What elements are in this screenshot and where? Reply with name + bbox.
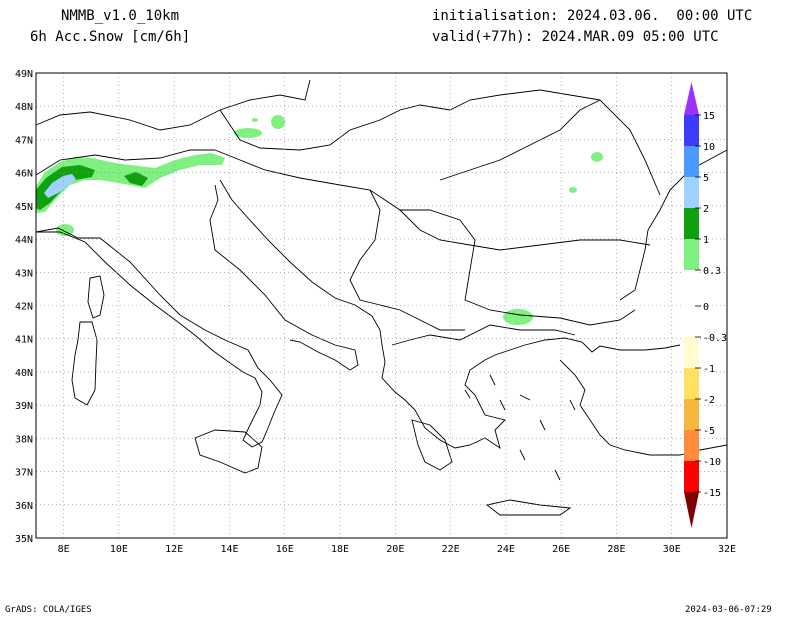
lat-tick-labels: 49N 48N 47N 46N 45N 44N 43N 42N 41N 40N 39N 38N 37N 3… [15,69,33,545]
legend-label-0: 15 [703,111,715,122]
lon-tick-24E: 24E [497,544,515,555]
aegean-islands [464,374,576,481]
lat-tick-47N: 47N [15,135,33,146]
lon-tick-20E: 20E [386,544,404,555]
legend-label-11: -10 [703,457,721,468]
lat-tick-41N: 41N [15,335,33,346]
footer-right: 2024-03-06-07:29 [685,605,772,615]
lat-tick-36N: 36N [15,501,33,512]
model-title: NMMB_v1.0_10km [61,8,180,24]
lon-tick-labels: 8E 10E 12E 14E 16E 18E 20E 22E 24E 26E 28E 30E 32E [58,544,736,555]
balkan-coast [219,179,681,450]
black-sea-coast [619,149,728,301]
lon-tick-16E: 16E [276,544,294,555]
legend-box-zero [684,270,699,301]
border-romania [439,99,661,196]
legend-label-8: -1 [703,364,715,375]
snow-alps-heavy [44,174,76,198]
legend-box-p2 [684,177,699,208]
border-slovenia-croatia [214,149,636,326]
legend-box-p03 [684,239,699,270]
border-serbia [349,189,465,331]
lon-tick-32E: 32E [718,544,736,555]
snow-ligurian [56,224,74,236]
lon-tick-22E: 22E [442,544,460,555]
italy-coast [35,227,283,448]
border-north [35,79,311,131]
grid-lines [36,73,727,538]
snow-austria-2 [271,115,285,129]
lon-tick-8E: 8E [58,544,70,555]
valid-time: valid(+77h): 2024.MAR.09 05:00 UTC [432,29,719,45]
legend-box-n5 [684,430,699,461]
lon-tick-18E: 18E [331,544,349,555]
lat-tick-43N: 43N [15,268,33,279]
legend-label-3: 2 [703,204,709,215]
lon-tick-10E: 10E [110,544,128,555]
snow-austria-1 [234,128,262,138]
legend-label-1: 10 [703,142,715,153]
footer-left: GrADS: COLA/IGES [5,605,92,615]
lat-tick-49N: 49N [15,69,33,80]
border-austria-hu [219,89,601,151]
legend-label-12: -15 [703,488,721,499]
crete [485,499,572,516]
lat-tick-35N: 35N [15,534,33,545]
legend-box-n2 [684,399,699,430]
legend-top-arrow [684,82,699,115]
legend-label-9: -2 [703,395,715,406]
lat-tick-42N: 42N [15,302,33,313]
legend-label-2: 5 [703,173,709,184]
peloponnese [411,419,453,471]
turkey-coast [559,359,728,456]
legend-box-n1 [684,368,699,399]
border-danube [399,209,651,251]
legend-label-5: 0.3 [703,266,721,277]
lat-tick-44N: 44N [15,235,33,246]
snow-east [569,187,577,193]
legend-box-p1 [684,208,699,239]
border-greece [391,324,576,346]
legend-box-p5 [684,146,699,177]
lat-tick-48N: 48N [15,102,33,113]
lon-tick-30E: 30E [663,544,681,555]
coastlines [35,79,728,516]
legend-box-n10 [684,461,699,492]
lat-tick-45N: 45N [15,202,33,213]
lat-tick-40N: 40N [15,368,33,379]
lon-tick-14E: 14E [220,544,238,555]
legend-label-10: -5 [703,426,715,437]
sardinia [71,321,98,406]
color-legend: 15 10 5 2 1 0.3 0 -0.3 -1 -2 -5 -10 -15 [684,82,727,528]
corsica [87,275,105,319]
variable-title: 6h Acc.Snow [cm/6h] [30,29,191,45]
snow-rhodope [503,309,533,325]
border-alps [35,149,215,176]
legend-box-zero [684,301,699,337]
snow-alps-center [124,172,148,186]
sicily [194,429,263,474]
italy-adriatic [209,184,359,371]
lon-tick-12E: 12E [165,544,183,555]
legend-label-4: 1 [703,235,709,246]
snow-austria-3 [252,118,258,122]
snow-moldova [591,152,603,162]
init-time: initialisation: 2024.03.06. 00:00 UTC [432,8,753,24]
legend-label-6: 0 [703,302,709,313]
legend-box-p10 [684,115,699,146]
legend-box-n03 [684,337,699,368]
lon-tick-28E: 28E [607,544,625,555]
lat-tick-39N: 39N [15,401,33,412]
legend-bottom-arrow [684,492,699,528]
map-frame [35,72,728,539]
lat-tick-38N: 38N [15,434,33,445]
lat-tick-46N: 46N [15,169,33,180]
legend-label-7: -0.3 [703,333,727,344]
lat-tick-37N: 37N [15,468,33,479]
snow-alps-mid [36,165,95,210]
lon-tick-26E: 26E [552,544,570,555]
snow-fields [36,115,603,325]
